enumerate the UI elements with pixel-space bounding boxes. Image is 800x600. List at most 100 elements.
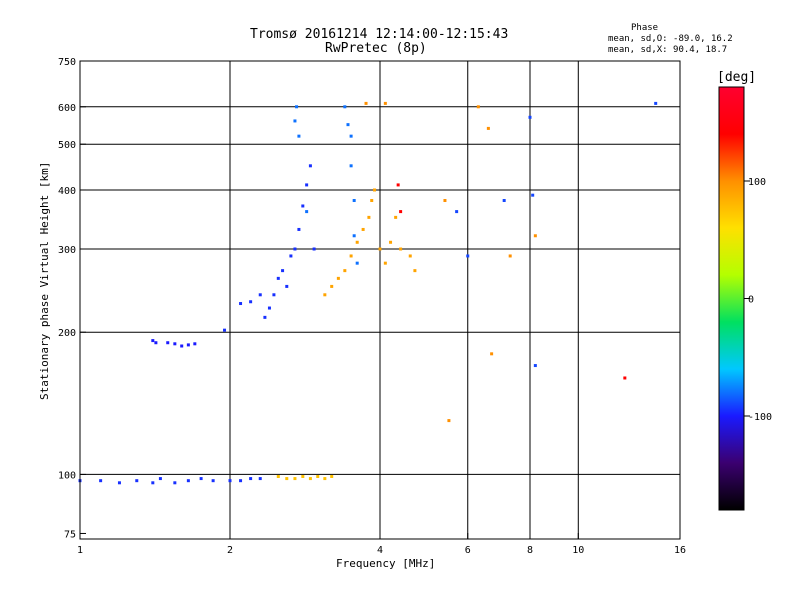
data-point — [308, 477, 312, 481]
data-point — [151, 481, 155, 485]
phase-o-stats: mean, sd,O: -89.0, 16.2 — [608, 34, 733, 44]
data-point — [383, 261, 387, 265]
data-point — [531, 193, 535, 197]
data-point — [355, 261, 359, 265]
data-point — [186, 479, 190, 483]
data-point — [383, 101, 387, 105]
data-point — [364, 101, 368, 105]
data-point — [135, 479, 139, 483]
data-point — [193, 342, 197, 346]
data-point — [154, 341, 158, 345]
x-tick-label: 2 — [227, 545, 233, 556]
data-point — [330, 284, 334, 288]
colorbar: 100 0 -100 — [718, 86, 772, 511]
y-tick-label: 200 — [58, 328, 76, 339]
data-point — [355, 240, 359, 244]
data-point — [239, 302, 243, 306]
data-point — [301, 204, 305, 208]
y-tick-label: 300 — [58, 245, 76, 256]
data-point — [199, 477, 203, 481]
colorbar-gradient — [718, 86, 745, 511]
x-axis-label: Frequency [MHz] — [336, 557, 436, 570]
x-tick-label: 4 — [377, 545, 383, 556]
data-point — [490, 352, 494, 356]
data-point — [447, 419, 451, 423]
data-point — [173, 342, 177, 346]
data-point — [293, 477, 297, 481]
data-point — [297, 227, 301, 231]
data-point — [533, 364, 537, 368]
data-point — [99, 479, 103, 483]
data-point — [289, 254, 293, 258]
data-point — [249, 300, 253, 304]
plot-grid — [80, 61, 680, 539]
y-tick-label: 400 — [58, 186, 76, 197]
data-point — [370, 199, 374, 203]
data-point — [117, 481, 121, 485]
data-point — [343, 105, 347, 109]
data-point — [312, 247, 316, 251]
colorbar-tick-label: 100 — [748, 177, 766, 188]
data-point — [349, 164, 353, 168]
colorbar-tick-label: -100 — [748, 412, 772, 423]
data-point — [272, 293, 276, 297]
chart-title: Tromsø 20161214 12:14:00-12:15:43 — [250, 27, 509, 42]
data-point — [151, 339, 155, 343]
data-point — [323, 477, 327, 481]
colorbar-unit-label: [deg] — [717, 70, 757, 85]
data-point — [293, 119, 297, 123]
plot-frame — [79, 60, 681, 540]
data-point — [258, 477, 262, 481]
data-point — [443, 199, 447, 203]
chart-subtitle: RwPretec (8p) — [325, 41, 427, 56]
data-point — [528, 115, 532, 119]
data-point — [166, 341, 170, 345]
data-point — [399, 210, 403, 214]
data-point — [301, 474, 305, 478]
data-point — [455, 210, 459, 214]
y-tick-label: 100 — [58, 470, 76, 481]
data-point — [330, 474, 334, 478]
x-tick-label: 10 — [572, 545, 584, 556]
data-point — [349, 134, 353, 138]
data-point — [399, 247, 403, 251]
data-point — [396, 183, 400, 187]
data-point — [367, 215, 371, 219]
data-point — [623, 376, 627, 380]
data-point — [413, 269, 417, 273]
data-point — [486, 126, 490, 130]
data-point — [378, 247, 382, 251]
colorbar-tick-label: 0 — [748, 295, 754, 306]
data-point — [281, 269, 285, 273]
colorbar-ticks: 100 0 -100 — [744, 177, 772, 423]
data-point — [223, 328, 227, 332]
data-point — [323, 293, 327, 297]
data-point — [316, 474, 320, 478]
data-point — [285, 284, 289, 288]
data-point — [502, 199, 506, 203]
data-point — [263, 315, 267, 319]
x-tick-label: 6 — [465, 545, 471, 556]
data-point — [408, 254, 412, 258]
data-point — [394, 215, 398, 219]
data-point — [305, 183, 309, 187]
y-axis-label: Stationary phase Virtual Height [km] — [38, 161, 51, 400]
data-point — [258, 293, 262, 297]
data-point — [276, 474, 280, 478]
data-point — [239, 479, 243, 483]
data-point — [352, 234, 356, 238]
data-point — [267, 306, 271, 310]
data-point — [389, 240, 393, 244]
data-point — [158, 477, 162, 481]
data-point — [228, 479, 232, 483]
data-point — [533, 234, 537, 238]
phase-x-stats: mean, sd,X: 90.4, 18.7 — [608, 45, 728, 55]
data-point — [173, 481, 177, 485]
phase-legend-title: Phase — [631, 23, 659, 33]
data-point — [373, 188, 377, 192]
x-tick-label: 16 — [674, 545, 686, 556]
data-point — [285, 477, 289, 481]
data-point — [352, 199, 356, 203]
data-point — [249, 477, 253, 481]
